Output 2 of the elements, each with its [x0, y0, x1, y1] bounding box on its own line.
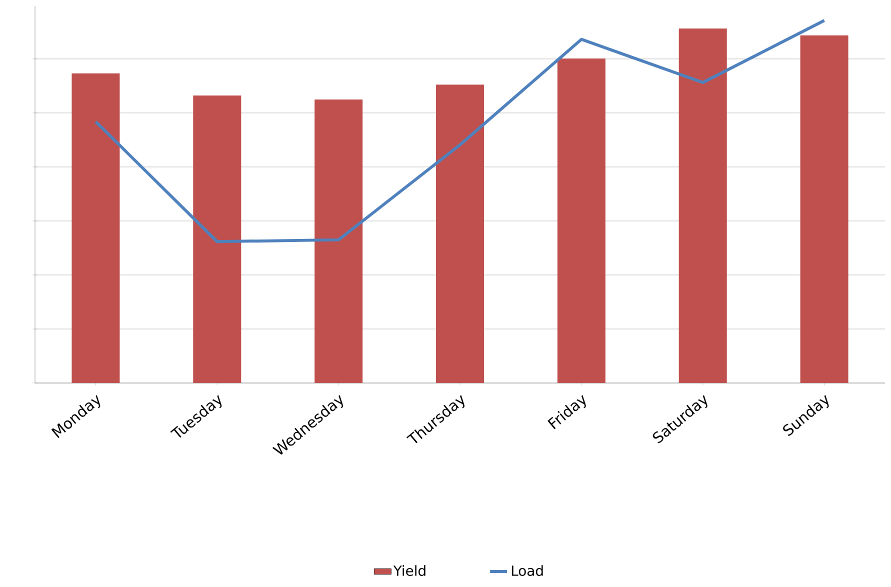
legend-label: Yield [393, 565, 426, 576]
legend-label: Load [512, 565, 543, 576]
